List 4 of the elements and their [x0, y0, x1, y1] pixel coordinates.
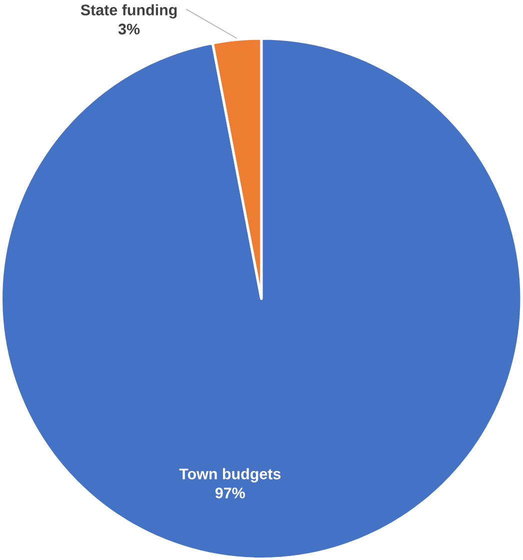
data-label: 97%	[216, 488, 246, 498]
slice-label: Town budgets	[179, 468, 281, 482]
slice-label: State funding	[80, 4, 177, 18]
data-label: 3%	[118, 24, 140, 34]
